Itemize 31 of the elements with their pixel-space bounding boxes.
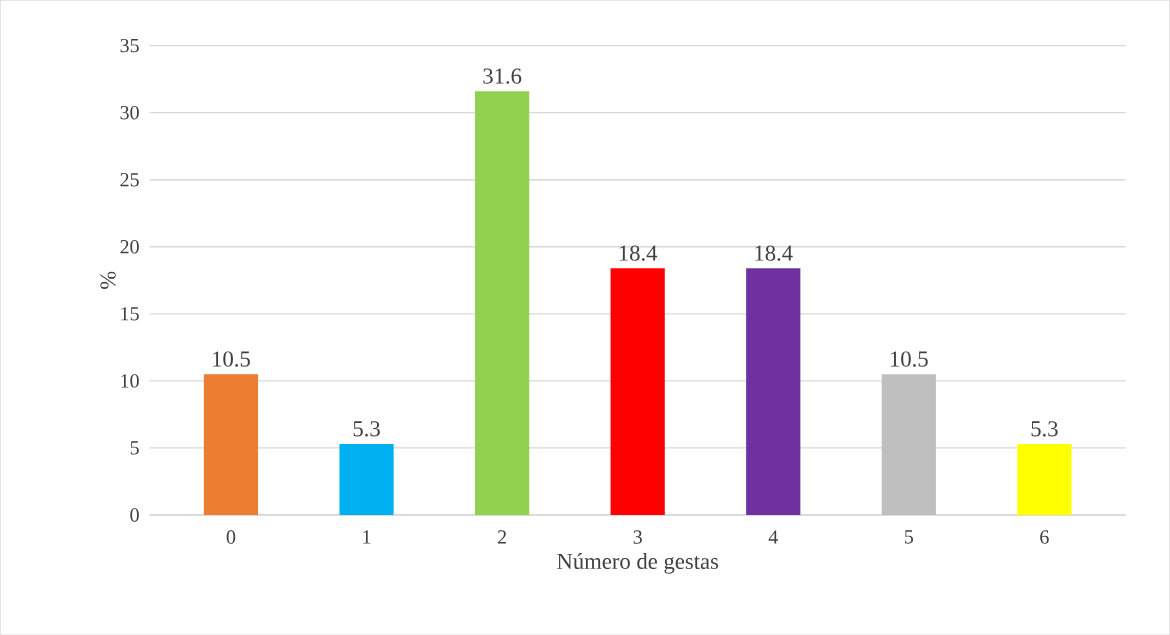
data-label: 10.5 xyxy=(213,351,250,367)
x-axis-title: Número de gestas xyxy=(557,552,719,574)
x-tick-label: 5 xyxy=(904,530,914,544)
y-tick-label: 30 xyxy=(120,105,139,120)
bar xyxy=(881,374,936,515)
data-label: 31.6 xyxy=(483,68,522,84)
y-tick-label: 25 xyxy=(120,172,139,187)
data-label: 10.5 xyxy=(890,351,928,367)
data-label: 18.4 xyxy=(755,245,793,261)
x-tick-label: 3 xyxy=(633,530,642,544)
data-label: 5.3 xyxy=(1031,421,1058,437)
y-tick-label: 20 xyxy=(120,239,139,254)
data-label: 5.3 xyxy=(353,421,380,437)
bar xyxy=(746,268,801,515)
x-tick-label: 6 xyxy=(1040,530,1049,544)
y-tick-label: 10 xyxy=(121,374,139,388)
y-tick-label: 35 xyxy=(120,38,139,53)
y-tick-label: 5 xyxy=(130,441,139,455)
y-axis-title: % xyxy=(100,271,116,289)
bar xyxy=(1017,443,1072,515)
y-tick-label: 15 xyxy=(121,307,139,321)
x-tick-label: 2 xyxy=(497,530,506,544)
bar xyxy=(339,443,394,515)
x-tick-label: 1 xyxy=(363,530,371,544)
x-tick-label: 0 xyxy=(226,530,236,544)
bar xyxy=(203,374,259,515)
bar xyxy=(610,268,665,515)
bar xyxy=(474,91,530,515)
data-label: 18.4 xyxy=(619,245,658,261)
y-tick-label: 0 xyxy=(130,508,139,522)
x-tick-label: 4 xyxy=(768,530,778,544)
